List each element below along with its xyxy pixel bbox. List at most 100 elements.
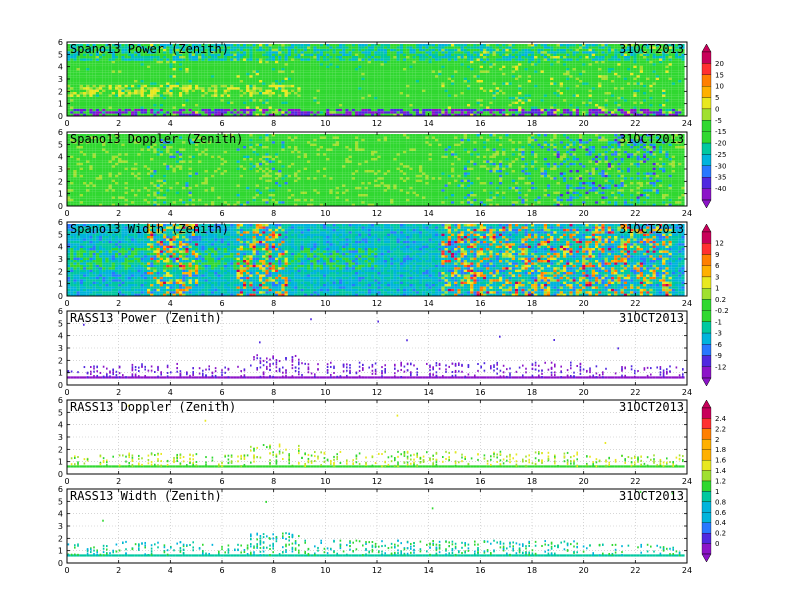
- cell: [332, 70, 336, 73]
- cell: [595, 89, 599, 92]
- cell: [284, 75, 288, 78]
- cell: [412, 58, 416, 61]
- cell: [479, 68, 483, 71]
- cell: [303, 104, 307, 107]
- cell: [140, 99, 144, 102]
- cell: [486, 65, 490, 68]
- cell: [351, 70, 355, 73]
- cell: [492, 87, 496, 90]
- cell: [537, 70, 541, 73]
- cell: [447, 77, 451, 80]
- cell: [201, 63, 205, 66]
- cell: [524, 94, 528, 97]
- cell: [255, 82, 259, 85]
- cell: [393, 96, 397, 100]
- cell: [371, 106, 375, 109]
- cell: [556, 111, 560, 114]
- cell: [345, 60, 349, 64]
- cell: [473, 72, 477, 76]
- cell: [265, 80, 269, 83]
- cell: [281, 65, 285, 68]
- cell: [140, 48, 144, 52]
- cell: [214, 99, 218, 102]
- cell: [588, 44, 592, 47]
- cell: [185, 72, 189, 76]
- cell: [76, 108, 80, 112]
- cell: [479, 84, 483, 88]
- cell: [211, 87, 215, 90]
- cell: [406, 84, 410, 88]
- cell: [550, 96, 554, 100]
- cell: [159, 53, 163, 56]
- cell: [342, 113, 346, 116]
- cell: [460, 92, 464, 95]
- cell: [236, 70, 240, 73]
- cell: [217, 77, 221, 80]
- cell: [419, 77, 423, 80]
- cell: [351, 53, 355, 56]
- cell: [585, 56, 589, 59]
- cell: [268, 77, 272, 80]
- cell: [511, 65, 515, 68]
- cell: [204, 77, 208, 80]
- cell: [473, 58, 477, 61]
- cell: [364, 58, 368, 61]
- cell: [377, 68, 381, 71]
- cell: [531, 108, 535, 112]
- cell: [483, 60, 487, 64]
- cell: [339, 48, 343, 52]
- cell: [278, 70, 282, 73]
- cell: [595, 108, 599, 112]
- cell: [92, 53, 96, 56]
- cell: [86, 94, 90, 97]
- cell: [588, 65, 592, 68]
- cell: [115, 108, 119, 112]
- cell: [246, 80, 250, 83]
- cell: [419, 113, 423, 116]
- cell: [255, 48, 259, 52]
- cell: [460, 99, 464, 102]
- cell: [463, 101, 467, 104]
- cell: [246, 60, 250, 64]
- cell: [585, 60, 589, 64]
- cell: [575, 75, 579, 78]
- cell: [153, 84, 157, 88]
- cell: [425, 92, 429, 95]
- cell: [508, 65, 512, 68]
- cell: [508, 77, 512, 80]
- cell: [249, 46, 253, 49]
- cell: [358, 87, 362, 90]
- cell: [358, 44, 362, 47]
- cell: [489, 75, 493, 78]
- cell: [463, 44, 467, 47]
- cell: [70, 68, 74, 71]
- cell: [492, 44, 496, 47]
- cell: [502, 53, 506, 56]
- cell: [435, 58, 439, 61]
- cell: [121, 84, 125, 88]
- cell: [182, 82, 186, 85]
- cell: [489, 104, 493, 107]
- cell: [527, 44, 531, 47]
- cell: [403, 113, 407, 116]
- cell: [105, 104, 109, 107]
- cell: [419, 84, 423, 88]
- cell: [486, 75, 490, 78]
- cell: [127, 87, 131, 90]
- cell: [275, 89, 279, 92]
- cell: [524, 63, 528, 66]
- cell: [518, 80, 522, 83]
- cell: [127, 82, 131, 85]
- cell: [348, 80, 352, 83]
- cell: [236, 63, 240, 66]
- cell: [150, 48, 154, 52]
- cell: [396, 84, 400, 88]
- cell: [303, 63, 307, 66]
- cell: [476, 101, 480, 104]
- cell: [547, 101, 551, 104]
- cell: [489, 111, 493, 114]
- cell: [361, 65, 365, 68]
- cell: [499, 101, 503, 104]
- cell: [575, 92, 579, 95]
- cell: [108, 75, 112, 78]
